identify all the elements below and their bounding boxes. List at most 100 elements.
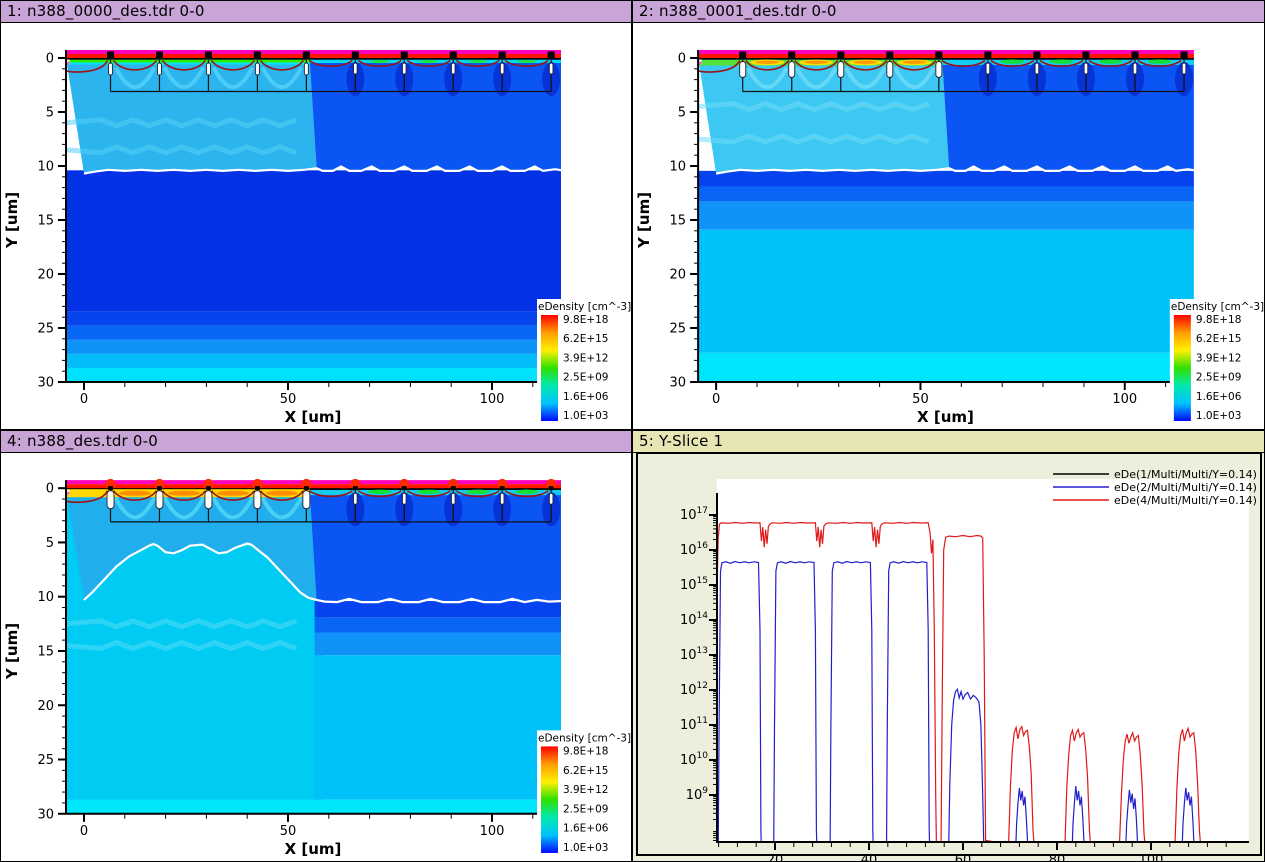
junction-contour: [65, 490, 109, 504]
contact-bump: [837, 51, 845, 60]
edge-marker-dot: [66, 491, 70, 495]
contour-scallop: [260, 496, 304, 520]
junction-contour: [843, 59, 888, 71]
contact-bump: [788, 51, 796, 60]
layer-red: [66, 484, 561, 489]
green-dash: [1049, 59, 1074, 64]
colorbar-bar: [541, 315, 558, 421]
contact-bump: [547, 51, 555, 60]
y-tick-label: 5: [46, 536, 54, 551]
colorbar-tick-label: 1.6E+06: [563, 391, 609, 403]
contact-bump: [1131, 51, 1139, 60]
colorbar-tick-label: 3.9E+12: [1196, 352, 1242, 364]
y-tick-label: 0: [46, 52, 54, 67]
x-tick-label: 50: [912, 392, 929, 407]
viewport-4-titlebar[interactable]: 4: n388_des.tdr 0-0: [1, 431, 631, 453]
density-band: [66, 367, 561, 382]
viewport-4: 4: n388_des.tdr 0-0 0 5 10 15 20 25 30 0 50 100 X …: [0, 430, 632, 862]
contact-bump: [204, 51, 212, 60]
y-tick-label: 5: [46, 106, 54, 121]
contact-slot: [837, 61, 845, 78]
colorbar-bar: [1173, 315, 1191, 421]
viewport-5-canvas: 20406080100X [um]10910101011101210131014…: [633, 453, 1264, 861]
junction-contour: [308, 59, 353, 67]
contact-bump-red: [105, 478, 116, 490]
junction-contour: [406, 59, 451, 67]
contact-slot: [254, 62, 260, 76]
green-dash: [418, 60, 439, 64]
y-axis-title: Y [um]: [3, 623, 21, 680]
contour-scallop: [113, 66, 157, 89]
colorbar-tick-label: 1.0E+03: [563, 842, 608, 854]
contact-slot: [548, 492, 554, 505]
y-tick-label: 1010: [680, 751, 708, 768]
viewport-1-titlebar[interactable]: 1: n388_0000_des.tdr 0-0: [1, 1, 631, 23]
viewport-5-plot[interactable]: 20406080100X [um]10910101011101210131014…: [633, 453, 1264, 861]
y-tick-label: 30: [670, 376, 687, 391]
colorbar-tick-label: 1.0E+03: [563, 410, 609, 422]
contact-dot: [401, 486, 407, 491]
junction-contour: [161, 490, 207, 501]
contact-slot: [108, 62, 113, 76]
junction-contour: [357, 59, 402, 67]
viewport-1-title: 1: n388_0000_des.tdr 0-0: [7, 2, 205, 20]
viewport-2-titlebar[interactable]: 2: n388_0001_des.tdr 0-0: [633, 1, 1264, 23]
viewport-1-plot[interactable]: 0 5 10 15 20 25 30 0 50 100 X [um] Y [um] eDensity […: [1, 23, 631, 429]
contact-dot: [352, 486, 358, 491]
y-tick-label: 0: [46, 482, 54, 497]
viewport-2-plot[interactable]: 0 5 10 15 20 25 30 0 50 100 X [um] Y [um] eDensity […: [633, 23, 1264, 429]
green-dash: [514, 489, 539, 495]
legend-label: eDe(1/Multi/Multi/Y=0.14): [1114, 468, 1257, 481]
contact-slot: [450, 492, 456, 505]
axes: 20406080100X [um]10910101011101210131014…: [680, 493, 1249, 861]
x-tick-label: 100: [480, 392, 505, 407]
surface-line: [66, 58, 561, 60]
colorbar-title: eDensity [cm^-3]: [538, 732, 631, 744]
axes: 0 5 10 15 20 25 30 0 50 100 X [um] Y [um]: [3, 480, 561, 858]
junction-contour: [357, 490, 402, 498]
strip-left-cyan: [66, 62, 310, 65]
region-upper-left: [66, 58, 317, 174]
contour-wave: [697, 100, 930, 113]
green-dash: [516, 60, 537, 64]
colorbar-bar: [541, 746, 558, 853]
viewport-5-titlebar[interactable]: 5: Y-Slice 1: [633, 431, 1264, 453]
y-tick-label: 25: [37, 753, 54, 768]
y-tick-label: 1012: [680, 681, 708, 698]
viewport-5-title: 5: Y-Slice 1: [639, 432, 724, 450]
plot-area: [65, 478, 562, 814]
y-tick-label: 1013: [680, 646, 708, 663]
density-band-right: [314, 632, 561, 656]
x-tick-label: 50: [280, 824, 297, 839]
colorbar-tick-label: 9.8E+18: [1196, 314, 1242, 326]
contact-dot: [303, 486, 309, 491]
colorbar-tick-label: 1.6E+06: [1196, 391, 1242, 403]
junction-contour: [1088, 59, 1133, 67]
y-tick-label: 20: [37, 699, 54, 714]
y-tick-label: 1017: [680, 506, 708, 523]
colorbar: eDensity [cm^-3]9.8E+18 6.2E+15 3.9E+12 2.5…: [537, 299, 631, 429]
y-axis-title: Y [um]: [3, 192, 21, 249]
green-dash: [1000, 59, 1025, 64]
contact-bump: [935, 51, 943, 60]
x-tick-label: 0: [80, 824, 88, 839]
series-line: [717, 560, 1195, 843]
surface-line: [66, 488, 561, 490]
contact-slot: [402, 62, 407, 75]
contour-scallop: [113, 496, 157, 520]
viewport-4-plot[interactable]: 0 5 10 15 20 25 30 0 50 100 X [um] Y [um] eDensity […: [1, 453, 631, 861]
contour-scallop: [893, 66, 936, 89]
density-band: [698, 201, 1194, 230]
contact-bump-red: [545, 478, 557, 490]
colorbar-tick-label: 1.0E+03: [1196, 410, 1242, 422]
viewport-2-canvas: 0 5 10 15 20 25 30 0 50 100 X [um] Y [um] eDensity […: [633, 23, 1264, 429]
junction-contour: [65, 60, 109, 73]
y-tick-label: 15: [37, 644, 54, 659]
x-tick-label: 40: [861, 853, 878, 861]
contour-scallop: [260, 66, 304, 89]
x-tick-label: 0: [80, 392, 88, 407]
y-tick-label: 30: [37, 807, 54, 822]
junction-contour: [259, 490, 305, 501]
contact-bump-red: [350, 478, 361, 490]
